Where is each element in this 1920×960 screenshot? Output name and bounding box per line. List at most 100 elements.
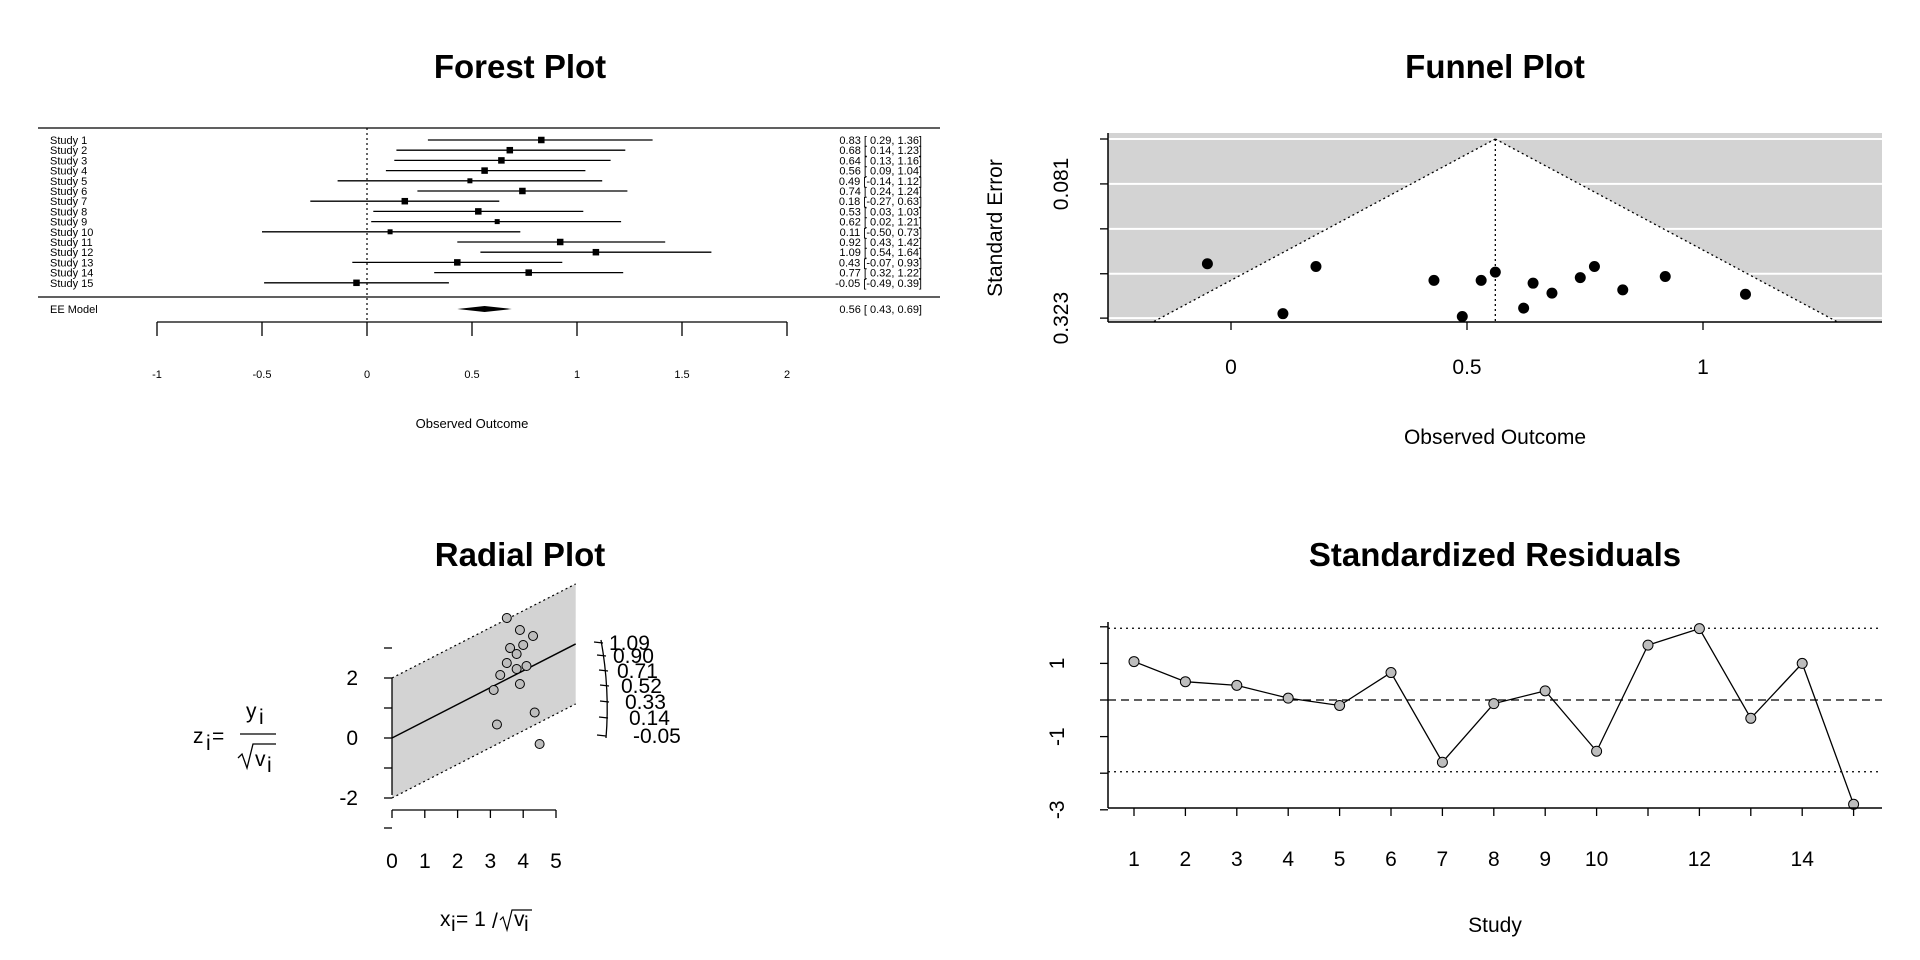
residuals-point: [1436, 756, 1448, 768]
forest-point-square: [481, 167, 488, 174]
radial-y-label-den-sub: i: [267, 754, 272, 777]
funnel-x-axis-label: Observed Outcome: [1404, 426, 1586, 449]
forest-study-label: Study 2: [50, 145, 87, 157]
radial-plot-title: Radial Plot: [435, 536, 606, 573]
radial-x-label-sub: i: [451, 913, 456, 936]
radial-arc-tick: [593, 641, 604, 644]
radial-arc-label: 0.33: [625, 691, 666, 714]
forest-estimate-text: 1.09 [ 0.54, 1.64]: [839, 247, 922, 259]
forest-study-label: Study 7: [50, 196, 87, 208]
forest-study-label: Study 9: [50, 217, 87, 229]
forest-point-square: [519, 187, 526, 195]
radial-point: [528, 631, 539, 641]
forest-summary-text: 0.56 [ 0.43, 0.69]: [839, 304, 922, 316]
residuals-x-axis-label: Study: [1468, 914, 1522, 937]
radial-point: [491, 719, 502, 730]
residuals-point: [1282, 692, 1294, 704]
radial-y-label-root: [237, 743, 276, 771]
forest-plot: Study 1 0.83 [ 0.29, 1.36] Study 2 0.68 [ 0…: [38, 127, 940, 431]
residuals-point: [1539, 685, 1551, 697]
residuals-x-tick-label: 3: [1231, 848, 1243, 871]
funnel-x-tick-label: 0: [1225, 356, 1237, 379]
residuals-point: [1334, 699, 1346, 711]
radial-arc-tick: [599, 684, 610, 687]
forest-estimate-text: 0.92 [ 0.43, 1.42]: [839, 237, 922, 249]
forest-x-tick-label: 0.5: [464, 369, 479, 381]
forest-study-label: Study 5: [50, 176, 87, 188]
radial-arc-label: 0.71: [617, 660, 658, 683]
residuals-x-tick-label: 6: [1385, 848, 1397, 871]
funnel-point: [1310, 261, 1322, 273]
radial-fit-line: [391, 643, 577, 739]
radial-x-label-root: [499, 909, 532, 933]
radial-point: [521, 661, 532, 671]
radial-x-label-lhs: x: [440, 908, 451, 931]
funnel-point: [1617, 284, 1629, 296]
radial-arc-label: -0.05: [633, 725, 681, 748]
forest-point-square: [401, 197, 409, 205]
radial-point: [501, 658, 512, 668]
funnel-plot-title: Funnel Plot: [1405, 48, 1585, 85]
forest-point-square: [454, 259, 461, 266]
forest-estimate-text: 0.49 [-0.14, 1.12]: [839, 176, 922, 188]
funnel-point: [1546, 287, 1558, 299]
funnel-point: [1588, 261, 1600, 273]
forest-x-tick-label: -1: [152, 369, 162, 381]
funnel-point: [1739, 288, 1751, 300]
residuals-point: [1796, 657, 1808, 669]
residuals-plot-title: Standardized Residuals: [1309, 536, 1681, 573]
residuals-point: [1488, 698, 1500, 710]
forest-plot-title: Forest Plot: [434, 48, 606, 85]
funnel-point: [1518, 302, 1530, 314]
funnel-x-tick-label: 1: [1697, 356, 1709, 379]
radial-arc-label: 1.09: [609, 632, 650, 655]
radial-point: [495, 670, 506, 680]
forest-point-square: [498, 157, 505, 164]
forest-estimate-text: 0.74 [ 0.24, 1.24]: [839, 186, 922, 198]
forest-point-square: [556, 238, 564, 246]
radial-x-tick-label: 5: [550, 850, 562, 873]
forest-point-square: [353, 279, 360, 287]
radial-arc-tick: [596, 734, 607, 737]
radial-arc-tick: [598, 669, 609, 672]
forest-study-label: Study 1: [50, 135, 87, 147]
funnel-point: [1201, 258, 1213, 270]
residuals-point: [1231, 679, 1243, 691]
radial-x-label-slash: /: [492, 910, 498, 933]
residuals-point: [1745, 712, 1757, 724]
residuals-x-tick-label: 10: [1585, 848, 1608, 871]
funnel-point: [1475, 274, 1487, 286]
radial-point: [511, 664, 522, 674]
forest-study-label: Study 15: [50, 278, 93, 290]
residuals-point: [1693, 623, 1705, 635]
forest-study-label: Study 11: [50, 237, 93, 249]
forest-study-label: Study 14: [50, 268, 93, 280]
funnel-x-tick-label: 0.5: [1452, 356, 1481, 379]
forest-point-square: [494, 219, 500, 225]
forest-point-square: [387, 229, 393, 235]
residuals-x-tick-label: 1: [1128, 848, 1140, 871]
forest-study-label: Study 12: [50, 247, 93, 259]
radial-y-label-den: v: [255, 748, 266, 771]
radial-x-label-root-body: v: [514, 908, 525, 931]
funnel-point: [1428, 274, 1440, 286]
forest-study-label: Study 13: [50, 257, 93, 269]
forest-estimate-text: 0.62 [ 0.02, 1.21]: [839, 217, 922, 229]
funnel-y-tick-label: 0.081: [1050, 158, 1073, 211]
forest-study-label: Study 6: [50, 186, 87, 198]
forest-point-square: [506, 146, 514, 154]
residuals-x-tick-label: 4: [1282, 848, 1294, 871]
residuals-point: [1642, 639, 1654, 651]
radial-y-label-sub: i: [206, 732, 211, 755]
forest-estimate-text: 0.83 [ 0.29, 1.36]: [839, 135, 922, 147]
forest-point-square: [538, 136, 545, 144]
residuals-x-tick-label: 7: [1437, 848, 1449, 871]
radial-point: [534, 739, 545, 749]
radial-x-tick-label: 1: [419, 850, 431, 873]
radial-arc-tick: [596, 654, 607, 657]
radial-point: [505, 643, 516, 653]
forest-study-label: Study 4: [50, 166, 87, 178]
forest-x-tick-label: 1: [574, 369, 580, 381]
